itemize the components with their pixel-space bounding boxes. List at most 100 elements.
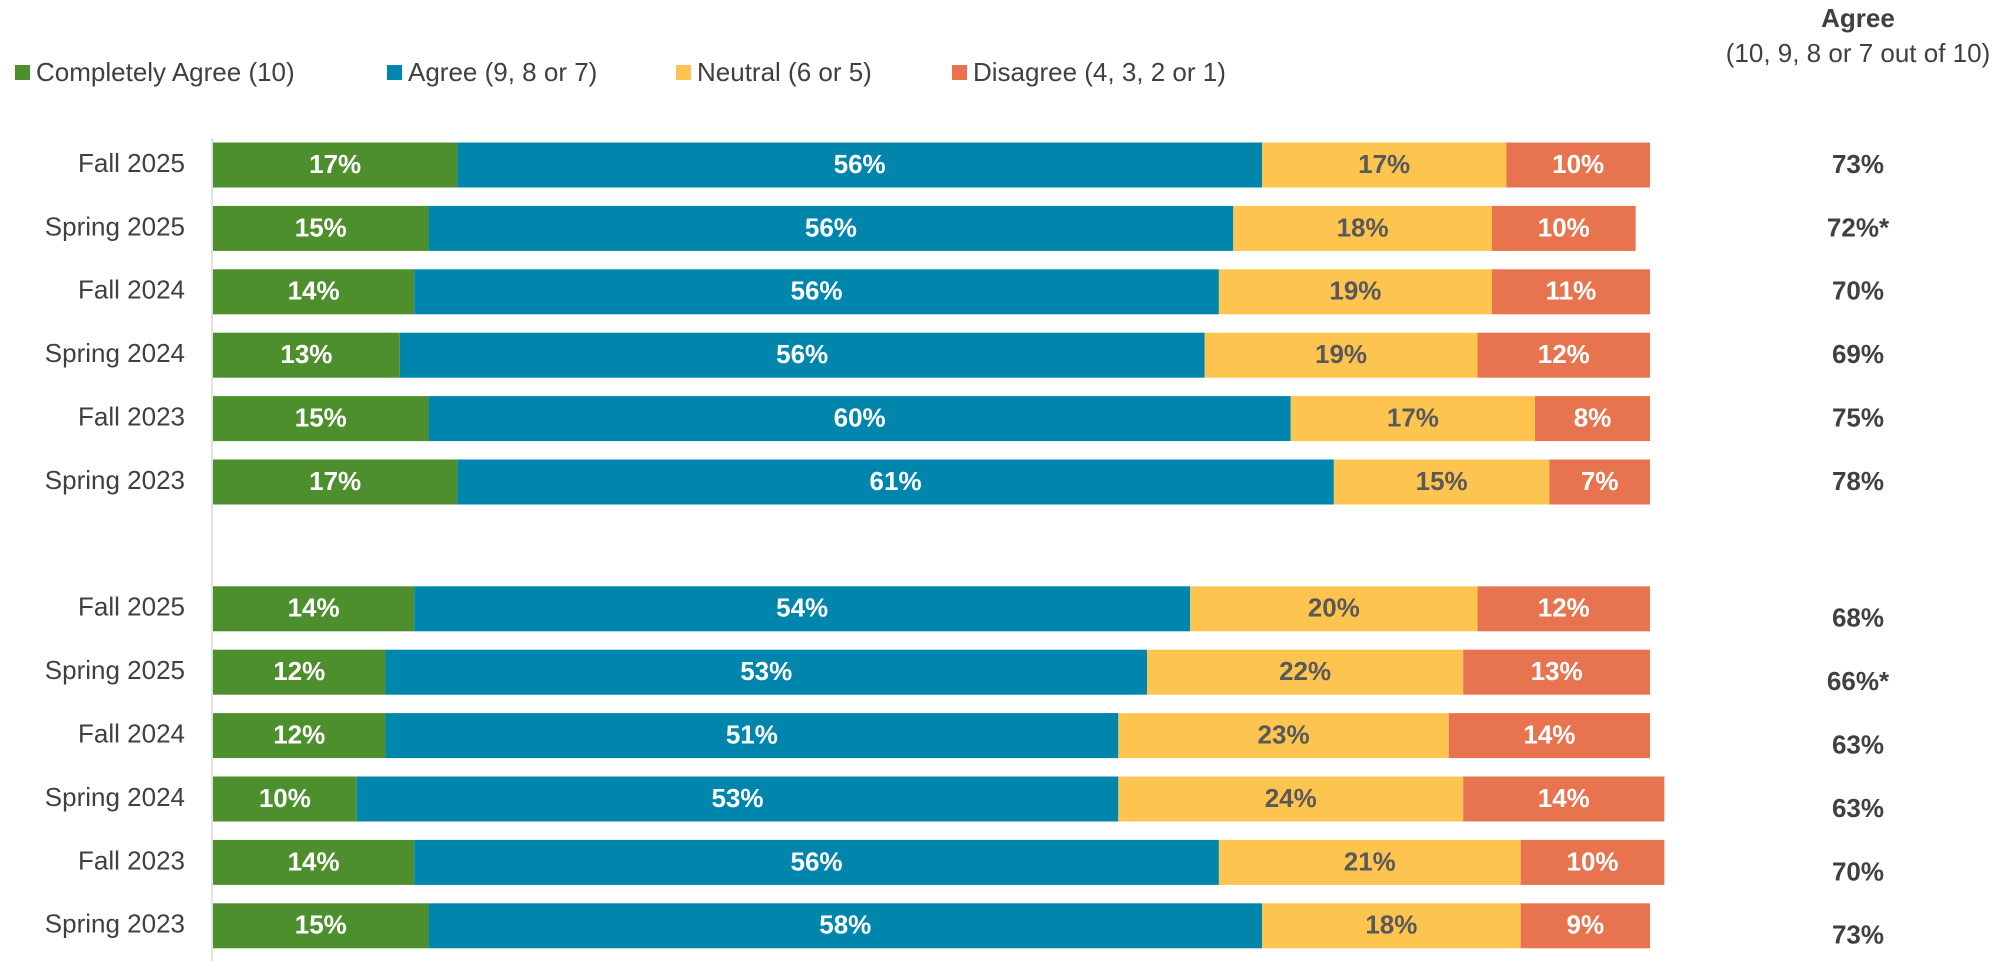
data-label: 53% bbox=[711, 783, 763, 813]
data-label: 14% bbox=[1523, 719, 1575, 749]
agree-value: 78% bbox=[1832, 466, 1884, 496]
data-label: 18% bbox=[1365, 910, 1417, 940]
bar-segment bbox=[1147, 649, 1464, 695]
data-label: 14% bbox=[288, 593, 340, 623]
bar-segment bbox=[213, 205, 429, 251]
agree-value: 72%* bbox=[1827, 212, 1890, 242]
legend-swatch bbox=[387, 65, 402, 80]
data-label: 51% bbox=[726, 719, 778, 749]
bar-segment bbox=[213, 459, 458, 505]
data-label: 18% bbox=[1337, 212, 1389, 242]
bar-segment bbox=[1218, 839, 1521, 885]
data-label: 17% bbox=[309, 466, 361, 496]
bar-segment bbox=[1262, 142, 1507, 188]
data-label: 58% bbox=[819, 910, 871, 940]
bar-segment bbox=[213, 649, 386, 695]
bar-segment bbox=[414, 586, 1191, 632]
data-label: 7% bbox=[1581, 466, 1619, 496]
agree-value: 73% bbox=[1832, 149, 1884, 179]
bar-segment bbox=[213, 903, 429, 949]
agree-value: 69% bbox=[1832, 339, 1884, 369]
data-label: 15% bbox=[295, 910, 347, 940]
data-label: 20% bbox=[1308, 593, 1360, 623]
data-label: 56% bbox=[805, 212, 857, 242]
bar-segment bbox=[457, 142, 1263, 188]
data-label: 14% bbox=[1538, 783, 1590, 813]
bar-segment bbox=[1118, 713, 1449, 759]
bar-segment bbox=[1233, 205, 1492, 251]
y-tick-label: Fall 2023 bbox=[78, 845, 185, 875]
y-tick-label: Spring 2024 bbox=[45, 338, 185, 368]
data-label: 11% bbox=[1546, 276, 1597, 306]
data-label: 13% bbox=[1531, 656, 1583, 686]
agree-value: 75% bbox=[1832, 402, 1884, 432]
data-label: 9% bbox=[1567, 910, 1605, 940]
y-tick-label: Spring 2025 bbox=[45, 655, 185, 685]
legend-label: Neutral (6 or 5) bbox=[697, 57, 872, 87]
data-label: 24% bbox=[1265, 783, 1317, 813]
y-tick-label: Spring 2024 bbox=[45, 782, 185, 812]
data-label: 12% bbox=[273, 719, 325, 749]
y-tick-label: Fall 2023 bbox=[78, 401, 185, 431]
y-tick-label: Spring 2025 bbox=[45, 211, 185, 241]
data-label: 22% bbox=[1279, 656, 1331, 686]
data-label: 10% bbox=[1552, 149, 1604, 179]
data-label: 21% bbox=[1344, 846, 1396, 876]
bar-segment bbox=[1204, 332, 1478, 378]
bar-segment bbox=[1491, 269, 1650, 315]
bar-segment bbox=[356, 776, 1119, 822]
y-tick-label: Fall 2024 bbox=[78, 275, 185, 305]
bar-segment bbox=[457, 459, 1334, 505]
data-label: 56% bbox=[776, 339, 828, 369]
data-label: 10% bbox=[1566, 846, 1618, 876]
agree-value: 63% bbox=[1832, 793, 1884, 823]
bar-segment bbox=[1333, 459, 1550, 505]
bar-segment bbox=[213, 713, 386, 759]
data-label: 15% bbox=[1416, 466, 1468, 496]
bar-segment bbox=[213, 586, 415, 632]
bar-segment bbox=[428, 205, 1234, 251]
bar-segment bbox=[1520, 903, 1650, 949]
legend-swatch bbox=[952, 65, 967, 80]
bar-segment bbox=[1477, 332, 1650, 378]
agree-value: 73% bbox=[1832, 920, 1884, 950]
bar-segment bbox=[428, 396, 1291, 442]
legend-label: Disagree (4, 3, 2 or 1) bbox=[973, 57, 1226, 87]
bar-segment bbox=[385, 649, 1148, 695]
bar-segment bbox=[414, 839, 1219, 885]
data-label: 56% bbox=[834, 149, 886, 179]
bar-segment bbox=[213, 776, 357, 822]
bar-segment bbox=[1190, 586, 1478, 632]
data-label: 12% bbox=[1538, 593, 1590, 623]
y-tick-label: Spring 2023 bbox=[45, 465, 185, 495]
bar-segment bbox=[1491, 205, 1636, 251]
agree-title: Agree bbox=[1821, 3, 1895, 33]
data-label: 12% bbox=[273, 656, 325, 686]
data-label: 60% bbox=[834, 402, 886, 432]
bar-segment bbox=[1448, 713, 1650, 759]
data-label: 61% bbox=[870, 466, 922, 496]
bar-segment bbox=[1218, 269, 1492, 315]
y-tick-label: Spring 2023 bbox=[45, 909, 185, 939]
bar-segment bbox=[1535, 396, 1650, 442]
bar-segment bbox=[385, 713, 1119, 759]
y-tick-label: Fall 2025 bbox=[78, 592, 185, 622]
data-label: 53% bbox=[740, 656, 792, 686]
data-label: 19% bbox=[1315, 339, 1367, 369]
legend-label: Completely Agree (10) bbox=[36, 57, 295, 87]
data-label: 17% bbox=[1387, 402, 1439, 432]
legend-swatch bbox=[676, 65, 691, 80]
data-label: 13% bbox=[280, 339, 332, 369]
data-label: 15% bbox=[295, 402, 347, 432]
bar-segment bbox=[1549, 459, 1650, 505]
data-label: 12% bbox=[1538, 339, 1590, 369]
y-tick-label: Fall 2025 bbox=[78, 148, 185, 178]
agree-value: 70% bbox=[1832, 856, 1884, 886]
legend-label: Agree (9, 8 or 7) bbox=[408, 57, 597, 87]
bar-segment bbox=[1463, 776, 1665, 822]
data-label: 17% bbox=[309, 149, 361, 179]
bar-segment bbox=[213, 839, 415, 885]
data-label: 17% bbox=[1358, 149, 1410, 179]
data-label: 15% bbox=[295, 212, 347, 242]
y-tick-label: Fall 2024 bbox=[78, 718, 185, 748]
